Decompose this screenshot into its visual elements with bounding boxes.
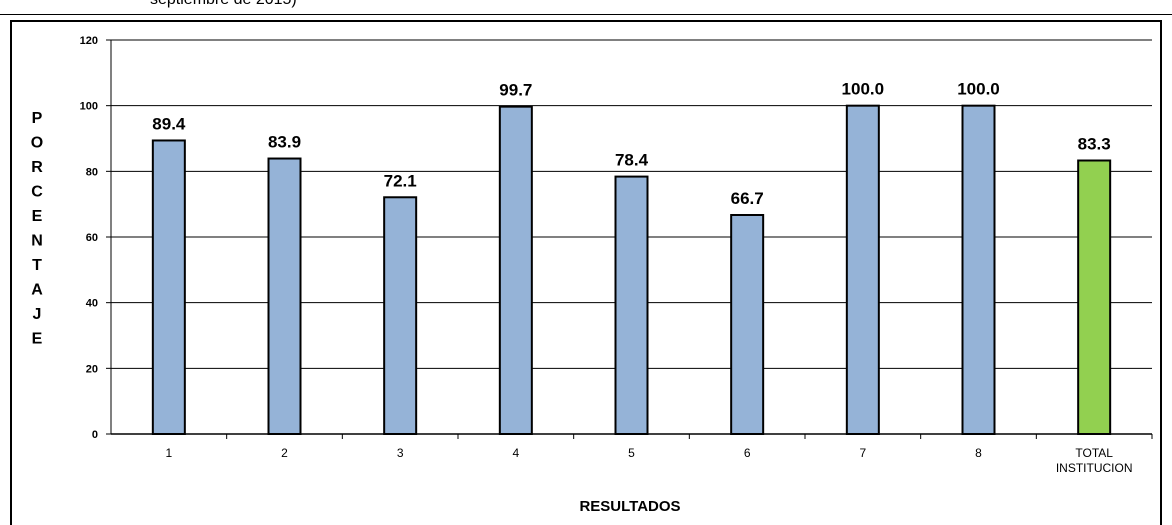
y-axis-title-letter: E bbox=[32, 331, 43, 348]
x-tick-label: 5 bbox=[628, 446, 635, 460]
bar bbox=[845, 104, 880, 436]
x-tick-label: 8 bbox=[975, 446, 982, 460]
y-axis-title-letter: C bbox=[31, 184, 43, 201]
y-axis-title-letter: R bbox=[31, 159, 43, 176]
data-label: 72.1 bbox=[384, 171, 417, 190]
y-tick-label: 40 bbox=[86, 298, 98, 310]
x-axis-title: RESULTADOS bbox=[579, 498, 680, 515]
x-tick-label: 1 bbox=[165, 446, 172, 460]
data-label: 78.4 bbox=[615, 151, 649, 170]
y-axis-title-letter: J bbox=[33, 306, 42, 323]
data-label: 66.7 bbox=[731, 189, 764, 208]
bar bbox=[267, 157, 302, 436]
axes bbox=[106, 39, 1153, 439]
y-tick-label: 20 bbox=[86, 363, 98, 375]
x-tick-label: 6 bbox=[744, 446, 751, 460]
y-tick-labels: 0 20 40 60 80 100 120 bbox=[80, 35, 98, 441]
bar bbox=[498, 105, 533, 435]
y-tick-label: 120 bbox=[80, 35, 98, 47]
y-tick-label: 60 bbox=[86, 232, 98, 244]
y-tick-label: 0 bbox=[92, 429, 98, 441]
data-label: 89.4 bbox=[152, 114, 186, 133]
y-tick-label: 80 bbox=[86, 166, 98, 178]
data-label: 100.0 bbox=[842, 80, 885, 99]
y-axis-title-letter: T bbox=[32, 257, 42, 274]
bars bbox=[151, 104, 1112, 436]
bar bbox=[730, 214, 765, 435]
y-axis-title-letter: O bbox=[31, 135, 43, 152]
data-labels: 89.4 83.9 72.1 99.7 78.4 66.7 100.0 100.0 83.3 bbox=[152, 80, 1110, 208]
top-rule bbox=[0, 14, 1172, 15]
x-tick-label: INSTITUCION bbox=[1056, 461, 1133, 475]
bar bbox=[1077, 159, 1112, 436]
y-axis-title-letter: P bbox=[32, 110, 43, 127]
data-label: 100.0 bbox=[957, 80, 1000, 99]
data-label: 83.9 bbox=[268, 133, 301, 152]
data-label: 99.7 bbox=[499, 81, 532, 100]
x-tick-label: 4 bbox=[512, 446, 519, 460]
bar bbox=[614, 175, 649, 435]
chart-frame bbox=[10, 20, 1162, 525]
data-label: 83.3 bbox=[1078, 134, 1111, 153]
bar bbox=[151, 139, 186, 435]
caption-fragment: septiembre de 2015) bbox=[150, 0, 297, 9]
y-axis-title-letter: A bbox=[31, 282, 43, 299]
y-axis-title-letter: E bbox=[32, 208, 43, 225]
bar bbox=[961, 104, 996, 436]
y-tick-label: 100 bbox=[80, 101, 98, 113]
bar bbox=[383, 196, 418, 435]
x-tick-label: 2 bbox=[281, 446, 288, 460]
y-axis-title-letter: N bbox=[31, 233, 43, 250]
x-tick-label: 7 bbox=[859, 446, 866, 460]
x-tick-label: TOTAL bbox=[1075, 446, 1113, 460]
x-tick-label: 3 bbox=[397, 446, 404, 460]
